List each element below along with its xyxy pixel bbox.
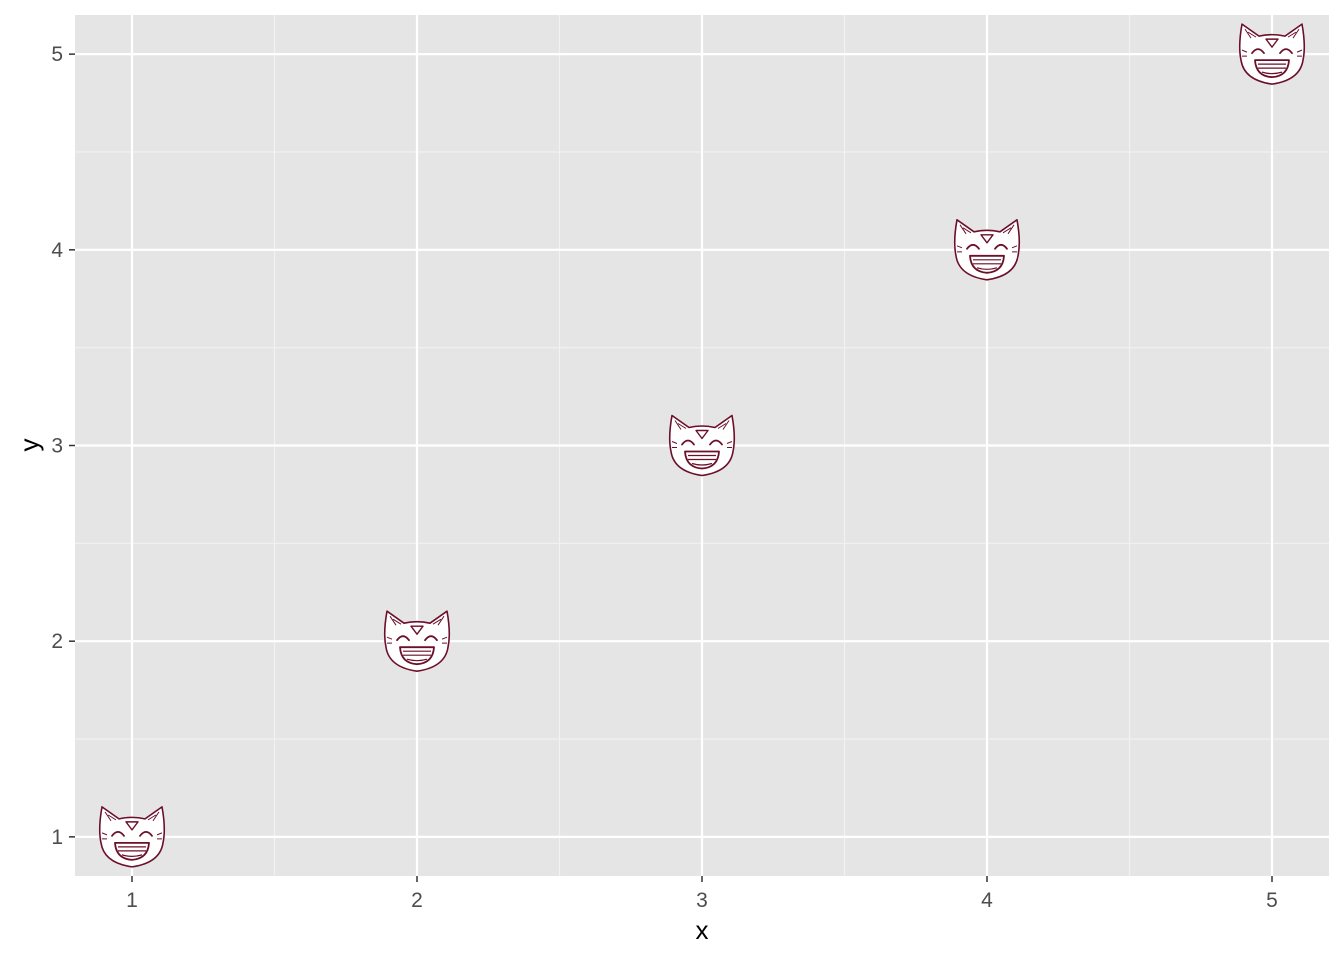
y-tick-label: 3 (51, 435, 63, 458)
y-axis: 1 2 3 4 5 (51, 43, 75, 849)
x-tick-label: 3 (696, 889, 708, 912)
y-tick-label: 2 (51, 630, 63, 653)
y-axis-title: y (14, 439, 44, 452)
y-tick-label: 1 (51, 826, 63, 849)
x-tick-label: 5 (1266, 889, 1278, 912)
x-axis-title: x (696, 915, 709, 945)
x-tick-label: 4 (981, 889, 993, 912)
y-tick-label: 4 (51, 239, 63, 262)
x-tick-label: 1 (126, 889, 138, 912)
x-axis: 1 2 3 4 5 (126, 876, 1278, 912)
x-tick-label: 2 (411, 889, 423, 912)
y-tick-label: 5 (51, 43, 63, 66)
